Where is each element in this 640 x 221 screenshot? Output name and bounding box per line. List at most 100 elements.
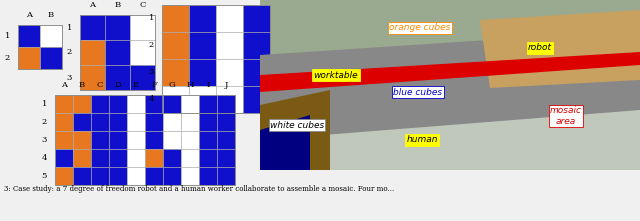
Bar <box>18 47 40 69</box>
Bar <box>145 131 163 149</box>
Bar <box>216 59 243 86</box>
Bar <box>127 113 145 131</box>
Bar <box>145 95 163 113</box>
Bar <box>91 113 109 131</box>
Bar <box>18 25 40 47</box>
Text: B: B <box>48 11 54 19</box>
Bar <box>55 131 73 149</box>
Polygon shape <box>480 10 640 88</box>
Text: D: D <box>115 81 122 89</box>
Text: E: E <box>133 81 139 89</box>
Bar <box>18 25 62 69</box>
Text: worktable: worktable <box>314 70 358 80</box>
Bar <box>73 95 91 113</box>
Bar <box>127 167 145 185</box>
Bar <box>199 113 217 131</box>
Bar <box>80 15 155 90</box>
Polygon shape <box>260 90 330 170</box>
Bar <box>217 167 235 185</box>
Bar <box>91 149 109 167</box>
Bar <box>217 113 235 131</box>
Bar <box>199 95 217 113</box>
Bar <box>181 113 199 131</box>
Bar <box>91 131 109 149</box>
Bar <box>163 167 181 185</box>
Bar <box>105 65 130 90</box>
Bar <box>145 113 163 131</box>
Bar <box>55 167 73 185</box>
Bar <box>91 167 109 185</box>
Bar <box>181 131 199 149</box>
Bar <box>73 113 91 131</box>
Text: human: human <box>406 135 438 145</box>
Bar <box>127 95 145 113</box>
Bar <box>130 65 155 90</box>
Bar <box>181 149 199 167</box>
Bar <box>109 131 127 149</box>
Bar <box>260 110 640 170</box>
Polygon shape <box>260 52 640 92</box>
Text: F: F <box>151 81 157 89</box>
Bar <box>40 47 62 69</box>
Text: 2: 2 <box>148 42 154 50</box>
Text: B: B <box>115 1 120 9</box>
Bar <box>73 167 91 185</box>
Text: B: B <box>79 81 85 89</box>
Bar <box>243 5 270 32</box>
Bar <box>91 95 109 113</box>
Bar <box>109 149 127 167</box>
Text: I: I <box>206 81 210 89</box>
Bar <box>109 95 127 113</box>
Bar <box>162 5 270 113</box>
Bar <box>163 131 181 149</box>
Bar <box>260 0 640 170</box>
Bar <box>199 167 217 185</box>
Text: 2: 2 <box>4 54 10 62</box>
Bar <box>189 5 216 32</box>
Text: 1: 1 <box>148 15 154 23</box>
Bar <box>55 149 73 167</box>
Bar <box>127 131 145 149</box>
Text: A: A <box>90 1 95 9</box>
Bar <box>105 40 130 65</box>
Bar <box>162 5 189 32</box>
Bar <box>145 167 163 185</box>
Bar <box>217 95 235 113</box>
Bar <box>216 32 243 59</box>
Text: H: H <box>186 81 194 89</box>
Bar <box>181 167 199 185</box>
Bar <box>163 113 181 131</box>
Text: C: C <box>97 81 103 89</box>
Bar <box>189 86 216 113</box>
Text: 3: 3 <box>42 136 47 144</box>
Text: 3: 3 <box>67 74 72 82</box>
Bar <box>80 40 105 65</box>
Polygon shape <box>260 30 640 140</box>
Bar <box>163 95 181 113</box>
Bar <box>216 5 243 32</box>
Bar <box>189 59 216 86</box>
Text: 1: 1 <box>4 32 10 40</box>
Text: G: G <box>168 81 175 89</box>
Bar <box>127 149 145 167</box>
Bar <box>105 15 130 40</box>
Bar <box>40 25 62 47</box>
Bar <box>163 149 181 167</box>
Bar <box>216 86 243 113</box>
Bar <box>109 113 127 131</box>
Text: mosaic
area: mosaic area <box>550 106 582 126</box>
Text: blue cubes: blue cubes <box>394 88 443 97</box>
Text: white cubes: white cubes <box>270 120 324 130</box>
Bar <box>109 167 127 185</box>
Bar <box>145 149 163 167</box>
Bar <box>162 86 189 113</box>
Bar <box>217 131 235 149</box>
Bar <box>181 95 199 113</box>
Text: 2: 2 <box>42 118 47 126</box>
Text: J: J <box>224 81 228 89</box>
Text: A: A <box>26 11 32 19</box>
Bar <box>80 65 105 90</box>
Bar <box>243 32 270 59</box>
Text: 5: 5 <box>42 172 47 180</box>
Polygon shape <box>260 115 310 170</box>
